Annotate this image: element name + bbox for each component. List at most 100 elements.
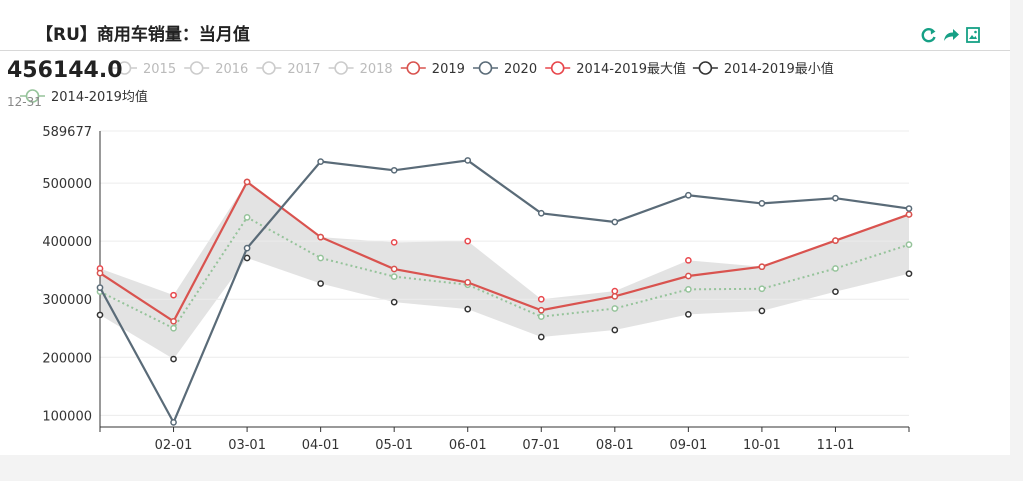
data-point-max[interactable] xyxy=(611,287,619,295)
data-point-min[interactable] xyxy=(611,326,619,334)
data-point-avg[interactable] xyxy=(243,213,251,221)
data-point-max[interactable] xyxy=(685,256,692,264)
data-point-y2019[interactable] xyxy=(243,178,251,186)
legend-item-2015[interactable]: 2015 xyxy=(112,61,176,77)
data-point-y2020[interactable] xyxy=(96,284,104,291)
save-image-icon[interactable] xyxy=(964,26,982,44)
data-point-min[interactable] xyxy=(170,355,177,363)
legend-label: 2014-2019均值 xyxy=(51,89,148,105)
data-point-y2019[interactable] xyxy=(96,269,104,277)
data-point-min[interactable] xyxy=(317,280,324,287)
legend-item-2014-2019最小值[interactable]: 2014-2019最小值 xyxy=(692,61,834,77)
x-tick-label: 07-01 xyxy=(522,438,560,453)
data-point-min[interactable] xyxy=(96,311,104,319)
data-point-y2020[interactable] xyxy=(170,419,177,426)
legend-item-2018[interactable]: 2018 xyxy=(328,61,393,77)
data-point-min[interactable] xyxy=(832,288,839,296)
data-point-avg[interactable] xyxy=(537,313,545,321)
series-line-y2020 xyxy=(99,159,910,425)
legend-circle-icon xyxy=(478,61,493,75)
data-point-avg[interactable] xyxy=(905,241,913,248)
series-line-avg xyxy=(99,216,910,330)
series-line-y2019 xyxy=(99,180,910,323)
data-point-y2020[interactable] xyxy=(832,194,839,202)
title-divider xyxy=(0,50,1010,51)
refresh-icon[interactable] xyxy=(920,26,938,44)
y-tick-label: 500000 xyxy=(42,177,92,192)
toolbox xyxy=(920,26,982,44)
y-tick-label: 400000 xyxy=(42,235,92,250)
legend-label: 2016 xyxy=(215,62,248,77)
legend-item-2019[interactable]: 2019 xyxy=(400,61,465,77)
data-point-min[interactable] xyxy=(537,333,545,341)
data-point-y2020[interactable] xyxy=(243,244,251,252)
legend-label: 2018 xyxy=(360,62,393,77)
data-point-y2020[interactable] xyxy=(537,209,545,217)
x-tick-label: 11-01 xyxy=(817,438,855,453)
x-tick-label: 09-01 xyxy=(669,438,707,453)
data-point-avg[interactable] xyxy=(317,254,324,262)
x-tick-label: 10-01 xyxy=(743,438,781,453)
data-point-y2019[interactable] xyxy=(832,237,839,244)
min-max-band xyxy=(100,181,909,360)
data-point-max[interactable] xyxy=(170,291,177,299)
data-point-y2019[interactable] xyxy=(317,233,324,241)
data-point-y2019[interactable] xyxy=(685,272,692,280)
x-tick-label: 04-01 xyxy=(302,438,340,453)
data-point-y2019[interactable] xyxy=(758,263,766,271)
data-point-min[interactable] xyxy=(905,270,913,278)
hover-readout-date: 12-31 xyxy=(7,95,42,109)
legend-item-2016[interactable]: 2016 xyxy=(184,61,248,77)
data-point-avg[interactable] xyxy=(832,265,839,272)
data-point-y2020[interactable] xyxy=(685,191,692,199)
data-point-min[interactable] xyxy=(758,307,766,315)
data-point-y2020[interactable] xyxy=(464,157,472,164)
legend-circle-icon xyxy=(334,61,348,75)
legend-circle-icon xyxy=(406,61,421,75)
legend-item-2020[interactable]: 2020 xyxy=(473,61,537,77)
data-point-max[interactable] xyxy=(464,237,472,245)
data-point-y2020[interactable] xyxy=(758,200,766,207)
y-tick-label: 100000 xyxy=(42,409,92,424)
data-point-y2019[interactable] xyxy=(170,317,177,325)
y-tick-label: 300000 xyxy=(42,293,92,308)
data-point-y2019[interactable] xyxy=(611,292,619,300)
data-point-avg[interactable] xyxy=(685,286,692,293)
chart-card: 【RU】商用车销量：当月值 xyxy=(0,0,1010,455)
x-tick-label: 06-01 xyxy=(449,438,487,453)
share-icon[interactable] xyxy=(942,26,960,44)
legend-label: 2014-2019最大值 xyxy=(576,61,686,77)
data-point-avg[interactable] xyxy=(170,324,177,332)
data-point-max[interactable] xyxy=(537,295,545,303)
data-point-y2020[interactable] xyxy=(611,218,619,226)
data-point-min[interactable] xyxy=(685,310,692,318)
x-tick-label: 02-01 xyxy=(155,438,193,453)
legend-circle-icon xyxy=(262,61,276,75)
y-tick-label: 200000 xyxy=(42,351,92,366)
legend-circle-icon xyxy=(25,89,40,103)
data-point-avg[interactable] xyxy=(611,305,619,312)
legend-item-2014-2019最大值[interactable]: 2014-2019最大值 xyxy=(545,61,686,77)
data-point-y2019[interactable] xyxy=(537,306,545,314)
legend-label: 2014-2019最小值 xyxy=(724,61,834,77)
legend-circle-icon xyxy=(117,61,132,75)
legend-item-2014-2019均值[interactable]: 2014-2019均值 xyxy=(20,89,148,105)
data-point-avg[interactable] xyxy=(390,273,398,280)
data-point-y2020[interactable] xyxy=(905,205,913,212)
legend-item-2017[interactable]: 2017 xyxy=(256,61,320,77)
data-point-min[interactable] xyxy=(464,305,472,313)
data-point-y2019[interactable] xyxy=(905,211,913,218)
x-tick-label: 03-01 xyxy=(228,438,266,453)
chart-title: 【RU】商用车销量：当月值 xyxy=(36,25,250,45)
line-chart: 100000 200000 300000 400000 500000 589677 02-0… xyxy=(20,61,913,453)
data-point-min[interactable] xyxy=(243,254,251,262)
data-point-max[interactable] xyxy=(390,238,398,246)
data-point-y2020[interactable] xyxy=(390,166,398,174)
data-point-y2019[interactable] xyxy=(390,265,398,273)
data-point-avg[interactable] xyxy=(758,285,766,293)
data-point-min[interactable] xyxy=(390,298,398,306)
data-point-y2020[interactable] xyxy=(317,158,324,165)
legend-label: 2017 xyxy=(287,62,320,77)
data-point-y2019[interactable] xyxy=(464,279,472,286)
legend-circle-icon xyxy=(698,61,713,75)
